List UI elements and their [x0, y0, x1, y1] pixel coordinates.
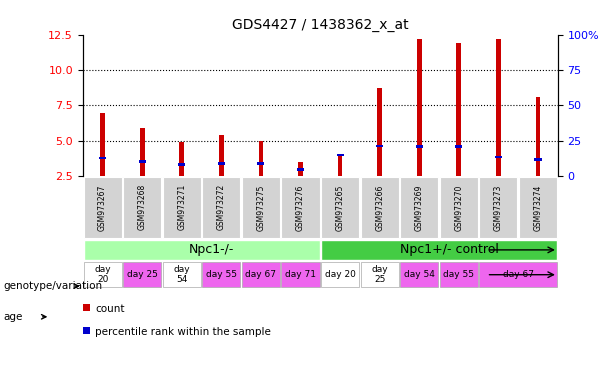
Text: GSM973272: GSM973272 [217, 184, 226, 230]
Text: day 25: day 25 [127, 270, 158, 279]
FancyBboxPatch shape [83, 240, 319, 260]
Bar [416, 145, 423, 148]
FancyBboxPatch shape [479, 262, 557, 288]
Text: count: count [95, 304, 124, 314]
Text: GSM973274: GSM973274 [533, 184, 543, 230]
FancyBboxPatch shape [440, 177, 478, 238]
Text: GSM973266: GSM973266 [375, 184, 384, 230]
FancyBboxPatch shape [242, 177, 280, 238]
FancyBboxPatch shape [123, 262, 161, 288]
Bar [259, 141, 264, 176]
Text: day 67: day 67 [503, 270, 534, 279]
FancyBboxPatch shape [281, 177, 319, 238]
Bar [180, 142, 184, 176]
Bar [140, 128, 145, 176]
Bar [338, 154, 343, 176]
Bar [457, 43, 461, 176]
FancyBboxPatch shape [202, 177, 240, 238]
Bar [218, 162, 225, 165]
Text: genotype/variation: genotype/variation [3, 281, 102, 291]
FancyBboxPatch shape [162, 262, 200, 288]
Text: GSM973269: GSM973269 [415, 184, 424, 230]
Bar [297, 168, 304, 170]
FancyBboxPatch shape [162, 177, 200, 238]
Text: day 67: day 67 [245, 270, 276, 279]
FancyBboxPatch shape [83, 177, 121, 238]
Text: day 54: day 54 [404, 270, 435, 279]
Bar [496, 39, 501, 176]
FancyBboxPatch shape [400, 262, 438, 288]
Bar [495, 156, 502, 159]
Text: day 55: day 55 [206, 270, 237, 279]
Bar [298, 162, 303, 176]
FancyBboxPatch shape [202, 262, 240, 288]
FancyBboxPatch shape [360, 262, 398, 288]
Text: GSM973275: GSM973275 [256, 184, 265, 230]
FancyBboxPatch shape [479, 177, 517, 238]
Text: percentile rank within the sample: percentile rank within the sample [95, 327, 271, 337]
Text: GSM973276: GSM973276 [296, 184, 305, 230]
Title: GDS4427 / 1438362_x_at: GDS4427 / 1438362_x_at [232, 18, 409, 32]
Bar [536, 97, 541, 176]
Bar [100, 113, 105, 176]
Text: GSM973267: GSM973267 [98, 184, 107, 230]
Bar [139, 160, 146, 163]
Bar [535, 158, 542, 161]
FancyBboxPatch shape [281, 262, 319, 288]
Bar [378, 88, 382, 176]
Bar [337, 154, 344, 156]
FancyBboxPatch shape [519, 177, 557, 238]
FancyBboxPatch shape [83, 262, 121, 288]
Bar [219, 135, 224, 176]
Bar [417, 39, 422, 176]
Text: day 20: day 20 [325, 270, 356, 279]
Text: age: age [3, 312, 23, 322]
Text: GSM973270: GSM973270 [454, 184, 463, 230]
Text: GSM973273: GSM973273 [494, 184, 503, 230]
Bar [178, 163, 185, 166]
Text: day 71: day 71 [285, 270, 316, 279]
Text: GSM973265: GSM973265 [335, 184, 345, 230]
FancyBboxPatch shape [321, 240, 557, 260]
FancyBboxPatch shape [321, 177, 359, 238]
FancyBboxPatch shape [360, 177, 398, 238]
FancyBboxPatch shape [242, 262, 280, 288]
Text: day
20: day 20 [94, 265, 111, 285]
Text: day 55: day 55 [443, 270, 474, 279]
Bar [257, 162, 264, 165]
Bar [455, 145, 462, 148]
FancyBboxPatch shape [440, 262, 478, 288]
Text: Npc1+/- control: Npc1+/- control [400, 243, 498, 257]
Text: GSM973271: GSM973271 [177, 184, 186, 230]
FancyBboxPatch shape [321, 262, 359, 288]
FancyBboxPatch shape [400, 177, 438, 238]
Text: day
54: day 54 [173, 265, 190, 285]
Text: Npc1-/-: Npc1-/- [189, 243, 234, 257]
Bar [376, 145, 383, 147]
Text: day
25: day 25 [371, 265, 388, 285]
Bar [99, 157, 106, 159]
Text: GSM973268: GSM973268 [138, 184, 147, 230]
FancyBboxPatch shape [123, 177, 161, 238]
